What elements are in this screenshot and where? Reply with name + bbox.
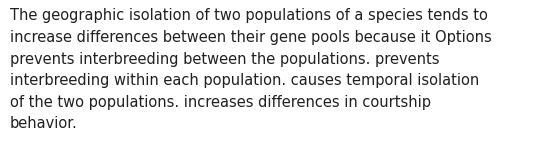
Text: The geographic isolation of two populations of a species tends to
increase diffe: The geographic isolation of two populati… [10, 8, 492, 131]
